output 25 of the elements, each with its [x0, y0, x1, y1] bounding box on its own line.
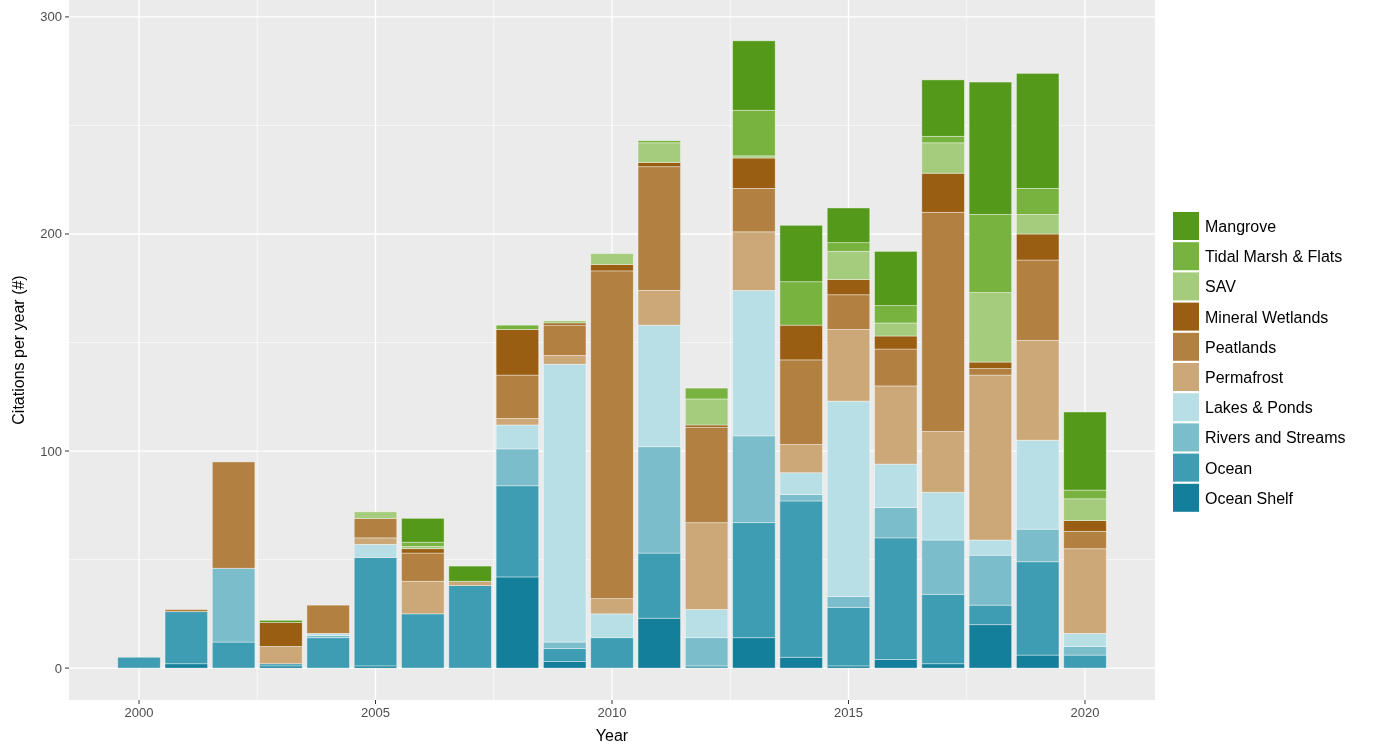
legend-label: Mineral Wetlands: [1205, 308, 1329, 326]
bar: [401, 517, 445, 543]
x-tick-label: 2020: [1070, 705, 1100, 720]
legend-label: Peatlands: [1205, 338, 1277, 356]
x-tick-label: 2000: [124, 705, 154, 720]
legend-label: Mangrove: [1205, 218, 1277, 235]
x-tick-label: 2005: [361, 705, 390, 720]
x-tick-label: 2010: [597, 705, 627, 720]
bar: [306, 604, 350, 634]
legend-label: SAV: [1205, 278, 1237, 296]
x-axis-title: Year: [595, 727, 629, 744]
legend-label: Lakes & Ponds: [1205, 399, 1313, 417]
legend-label: Ocean Shelf: [1205, 489, 1294, 507]
x-tick-label: 2015: [834, 705, 863, 720]
legend-label: Rivers and Streams: [1205, 429, 1346, 447]
y-tick-label: 0: [54, 660, 62, 676]
legend-label: Ocean: [1205, 459, 1253, 477]
y-tick-label: 200: [40, 226, 62, 242]
y-tick-label: 100: [40, 443, 62, 459]
bar: [637, 142, 681, 163]
y-axis-title: Citations per year (#): [10, 275, 27, 425]
y-tick-label: 300: [40, 9, 62, 25]
legend-label: Permafrost: [1205, 369, 1284, 386]
bar: [164, 611, 208, 665]
legend-label: Tidal Marsh & Flats: [1205, 248, 1343, 266]
